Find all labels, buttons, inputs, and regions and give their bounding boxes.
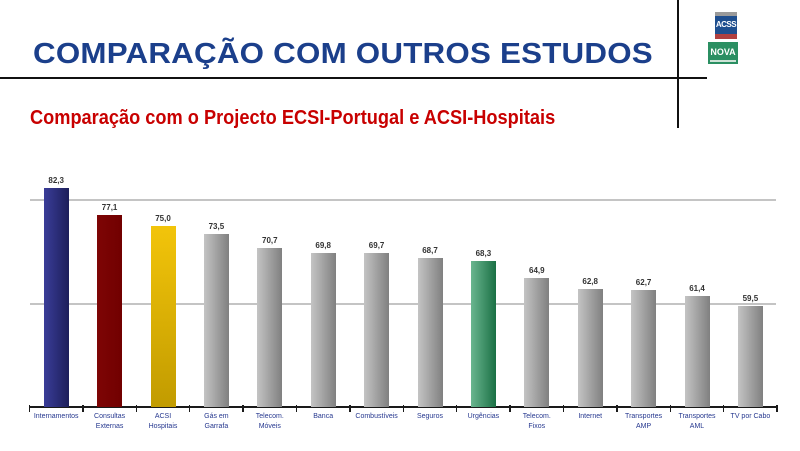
category-label: Internamentos [33, 413, 79, 420]
x-axis-tick [562, 405, 565, 412]
category-label: ACSI Hospitais [148, 413, 178, 430]
value-label: 62,7 [635, 277, 652, 287]
x-axis-tick [722, 405, 725, 412]
bar-combust-veis [364, 253, 390, 407]
acss-logo-band-top [715, 12, 737, 16]
header-divider-vertical [677, 0, 679, 128]
value-label: 69,8 [315, 240, 331, 250]
value-label: 69,7 [368, 241, 385, 251]
chart-title: Comparação com o Projecto ECSI-Portugal … [30, 107, 556, 129]
value-label: 70,7 [262, 236, 278, 246]
x-axis-tick [188, 405, 191, 412]
x-axis-tick [242, 405, 244, 412]
acss-logo-text: ACSS [715, 16, 737, 34]
x-axis-tick [402, 405, 405, 412]
category-label: Transportes AML [678, 413, 716, 430]
value-label: 59,5 [742, 294, 759, 304]
bar-transportes-aml [684, 296, 710, 407]
value-label: 82,3 [48, 176, 64, 186]
category-label: TV por Cabo [730, 413, 771, 420]
nova-logo-band [710, 60, 736, 62]
bar-telecom-fixos [524, 278, 550, 407]
bar-consultas-externas [97, 215, 123, 407]
x-axis-tick [455, 405, 458, 412]
x-axis-tick [616, 405, 618, 412]
acss-logo: ACSS [715, 12, 737, 39]
category-label: Telecom. Fixos [522, 413, 551, 430]
x-axis-tick [776, 405, 778, 412]
gridline [30, 199, 777, 201]
value-label: 77,1 [101, 203, 118, 212]
header-divider-horizontal [0, 77, 707, 79]
category-label: Telecom. Móveis [255, 413, 284, 430]
bar-telecom-m-veis [257, 248, 283, 407]
category-label: Gás em Garrafa [204, 413, 229, 430]
acss-logo-band-bottom [715, 34, 737, 39]
bar-urg-ncias [470, 260, 496, 407]
value-label: 68,3 [475, 248, 492, 258]
nova-logo: NOVA [708, 42, 738, 64]
value-label: 62,8 [582, 277, 598, 286]
nova-logo-text: NOVA [710, 47, 736, 57]
x-axis-tick [28, 405, 31, 412]
category-label: Seguros [416, 413, 444, 420]
x-axis-tick [135, 405, 138, 412]
value-label: 64,9 [529, 266, 545, 276]
bar-seguros [417, 258, 443, 407]
bar-g-s-em-garrafa [203, 233, 229, 407]
x-axis-tick [509, 405, 511, 412]
x-axis-tick [82, 405, 84, 412]
bar-acsi-hospitais [150, 225, 176, 407]
bar-tv-por-cabo [737, 306, 763, 407]
bar-banca [310, 252, 336, 407]
gridline [30, 302, 777, 305]
value-label: 68,7 [422, 246, 438, 256]
value-label: 75,0 [155, 213, 171, 223]
x-axis-tick [295, 405, 298, 412]
category-label: Consultas Externas [94, 413, 126, 430]
x-axis-tick [349, 405, 351, 412]
bar-internet [577, 289, 603, 407]
category-label: Internet [578, 413, 603, 420]
category-label: Combustíveis [355, 413, 398, 420]
bar-transportes-amp [631, 289, 657, 407]
page-title: COMPARAÇÃO COM OUTROS ESTUDOS [33, 38, 653, 70]
category-label: Banca [313, 413, 334, 420]
category-label: Urgências [467, 413, 500, 420]
value-label: 73,5 [208, 221, 225, 231]
category-label: Transportes AMP [625, 413, 663, 430]
value-label: 61,4 [689, 284, 705, 294]
bar-internamentos [43, 188, 69, 407]
x-axis-tick [669, 405, 672, 412]
